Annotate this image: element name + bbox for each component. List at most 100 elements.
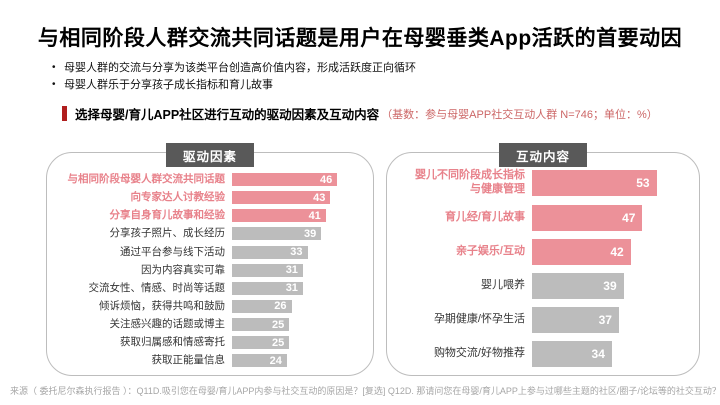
bar: 46 xyxy=(232,173,338,187)
bar-label: 与相同阶段母婴人群交流共同话题 xyxy=(67,173,226,185)
bar: 53 xyxy=(532,169,657,196)
bar: 34 xyxy=(532,340,612,367)
chart-row: 通过平台参与线下活动 33 xyxy=(57,246,361,259)
bar-value: 33 xyxy=(290,246,303,259)
bar-track: 31 xyxy=(232,281,361,295)
charts-area: 驱动因素 与相同阶段母婴人群交流共同话题 46 向专家达人讨教经验 43 分享自身育儿故… xyxy=(0,143,720,376)
bar-track: 39 xyxy=(232,227,361,241)
chart-row: 获取正能量信息 24 xyxy=(57,354,361,368)
bar-label: 婴儿喂养 xyxy=(481,278,525,291)
bar-label: 分享孩子照片、成长经历 xyxy=(109,227,226,240)
bar-track: 53 xyxy=(532,169,685,196)
chart-row: 关注感兴趣的话题或博主 25 xyxy=(57,318,361,332)
bar-track: 25 xyxy=(232,336,361,350)
interaction-content-panel: 互动内容 婴儿不同阶段成长指标 与健康管理 53 育儿经/育儿故事 47 亲子娱乐/互动… xyxy=(386,143,700,376)
chart-row: 购物交流/好物推荐 34 xyxy=(397,340,685,367)
bar-value: 47 xyxy=(622,210,636,225)
interaction-content-badge: 互动内容 xyxy=(498,143,588,167)
bar-value: 43 xyxy=(313,191,326,204)
bar: 39 xyxy=(232,227,322,241)
bar-label: 因为内容真实可靠 xyxy=(141,263,225,276)
bar-value: 42 xyxy=(610,244,624,259)
bar-value: 25 xyxy=(271,336,285,349)
bar-track: 26 xyxy=(232,299,361,313)
bar: 37 xyxy=(532,306,619,333)
bar: 42 xyxy=(532,238,631,265)
bar-value: 46 xyxy=(320,173,333,186)
bar-value: 39 xyxy=(603,278,617,293)
chart-row: 分享孩子照片、成长经历 39 xyxy=(57,227,361,241)
bar-track: 42 xyxy=(532,238,685,265)
bar-label: 向专家达人讨教经验 xyxy=(130,191,226,204)
chart-row: 婴儿不同阶段成长指标 与健康管理 53 xyxy=(397,169,685,197)
bar-value: 39 xyxy=(304,227,317,240)
chart-row: 育儿经/育儿故事 47 xyxy=(397,204,685,231)
accent-bar xyxy=(62,106,67,121)
bar: 41 xyxy=(232,209,326,223)
chart-row: 与相同阶段母婴人群交流共同话题 46 xyxy=(57,173,361,187)
bar-label: 婴儿不同阶段成长指标 与健康管理 xyxy=(415,169,525,195)
bar-label: 育儿经/育儿故事 xyxy=(444,210,525,223)
bar-label: 获取归属感和情感寄托 xyxy=(120,336,225,349)
chart-row: 倾诉烦恼，获得共鸣和鼓励 26 xyxy=(57,300,361,313)
bar-value: 31 xyxy=(285,264,298,277)
bar-track: 37 xyxy=(532,306,685,333)
bar-value: 41 xyxy=(308,209,321,222)
chart-row: 分享自身育儿故事和经验 41 xyxy=(57,209,361,223)
bar: 24 xyxy=(232,354,287,368)
bar-value: 26 xyxy=(274,300,287,313)
bar-value: 24 xyxy=(269,354,282,367)
key-points-list: 母婴人群的交流与分享为该类平台创造高价值内容，形成活跃度正向循环 母婴人群乐于分… xyxy=(50,60,720,93)
key-point: 母婴人群乐于分享孩子成长指标和育儿故事 xyxy=(50,77,720,94)
bar: 25 xyxy=(232,336,290,350)
section-note: （基数：参与母婴APP社交互动人群 N=746；单位：%） xyxy=(381,108,658,121)
bar-label: 倾诉烦恼，获得共鸣和鼓励 xyxy=(99,299,225,312)
chart-row: 孕期健康/怀孕生活 37 xyxy=(397,306,685,333)
bar: 39 xyxy=(532,272,624,299)
source-note: 来源（ 委托尼尔森执行报告 ）：Q11D.吸引您在母婴/育儿APP内参与社交互动… xyxy=(10,386,720,396)
interaction-content-chart: 婴儿不同阶段成长指标 与健康管理 53 育儿经/育儿故事 47 亲子娱乐/互动 42 婴儿喂… xyxy=(397,169,685,367)
driving-factors-badge: 驱动因素 xyxy=(165,143,255,167)
bar: 26 xyxy=(232,299,292,313)
bar-track: 41 xyxy=(232,209,361,223)
bar-track: 24 xyxy=(232,354,361,368)
bar-track: 46 xyxy=(232,173,361,187)
bar: 33 xyxy=(232,245,308,259)
bar-track: 34 xyxy=(532,340,685,367)
bar: 43 xyxy=(232,191,331,205)
bar-label: 孕期健康/怀孕生活 xyxy=(433,312,525,325)
bar-track: 47 xyxy=(532,204,685,231)
bar: 47 xyxy=(532,204,643,231)
chart-row: 婴儿喂养 39 xyxy=(397,272,685,299)
bar-label: 交流女性、情感、时尚等话题 xyxy=(88,281,226,294)
bar-label: 获取正能量信息 xyxy=(151,354,226,367)
bar-label: 分享自身育儿故事和经验 xyxy=(109,209,226,222)
chart-row: 亲子娱乐/互动 42 xyxy=(397,238,685,265)
bar-label: 通过平台参与线下活动 xyxy=(120,245,225,258)
chart-row: 向专家达人讨教经验 43 xyxy=(57,191,361,205)
bar-label: 亲子娱乐/互动 xyxy=(455,244,525,257)
bar-track: 43 xyxy=(232,191,361,205)
bar-label: 关注感兴趣的话题或博主 xyxy=(109,318,226,330)
bar-value: 53 xyxy=(636,175,650,190)
page-title: 与相同阶段人群交流共同话题是用户在母婴垂类App活跃的首要动因 xyxy=(37,27,683,50)
bar: 31 xyxy=(232,263,303,277)
bar: 25 xyxy=(232,318,290,332)
section-heading: 选择母婴/育儿APP社区进行互动的驱动因素及互动内容 （基数：参与母婴APP社交… xyxy=(62,104,720,123)
bar-value: 31 xyxy=(285,282,298,295)
chart-row: 因为内容真实可靠 31 xyxy=(57,264,361,277)
section-title: 选择母婴/育儿APP社区进行互动的驱动因素及互动内容 xyxy=(75,108,380,122)
bar-track: 33 xyxy=(232,245,361,259)
bar-label: 购物交流/好物推荐 xyxy=(433,346,525,359)
bar-value: 37 xyxy=(598,312,612,327)
driving-factors-chart: 与相同阶段母婴人群交流共同话题 46 向专家达人讨教经验 43 分享自身育儿故事和经验 4… xyxy=(57,173,361,368)
chart-row: 交流女性、情感、时尚等话题 31 xyxy=(57,282,361,295)
bar: 31 xyxy=(232,281,303,295)
bar-value: 25 xyxy=(271,318,285,331)
key-point: 母婴人群的交流与分享为该类平台创造高价值内容，形成活跃度正向循环 xyxy=(50,60,720,77)
bar-value: 34 xyxy=(591,346,605,361)
bar-track: 39 xyxy=(532,272,685,299)
bar-track: 25 xyxy=(232,318,361,332)
bar-track: 31 xyxy=(232,263,361,277)
